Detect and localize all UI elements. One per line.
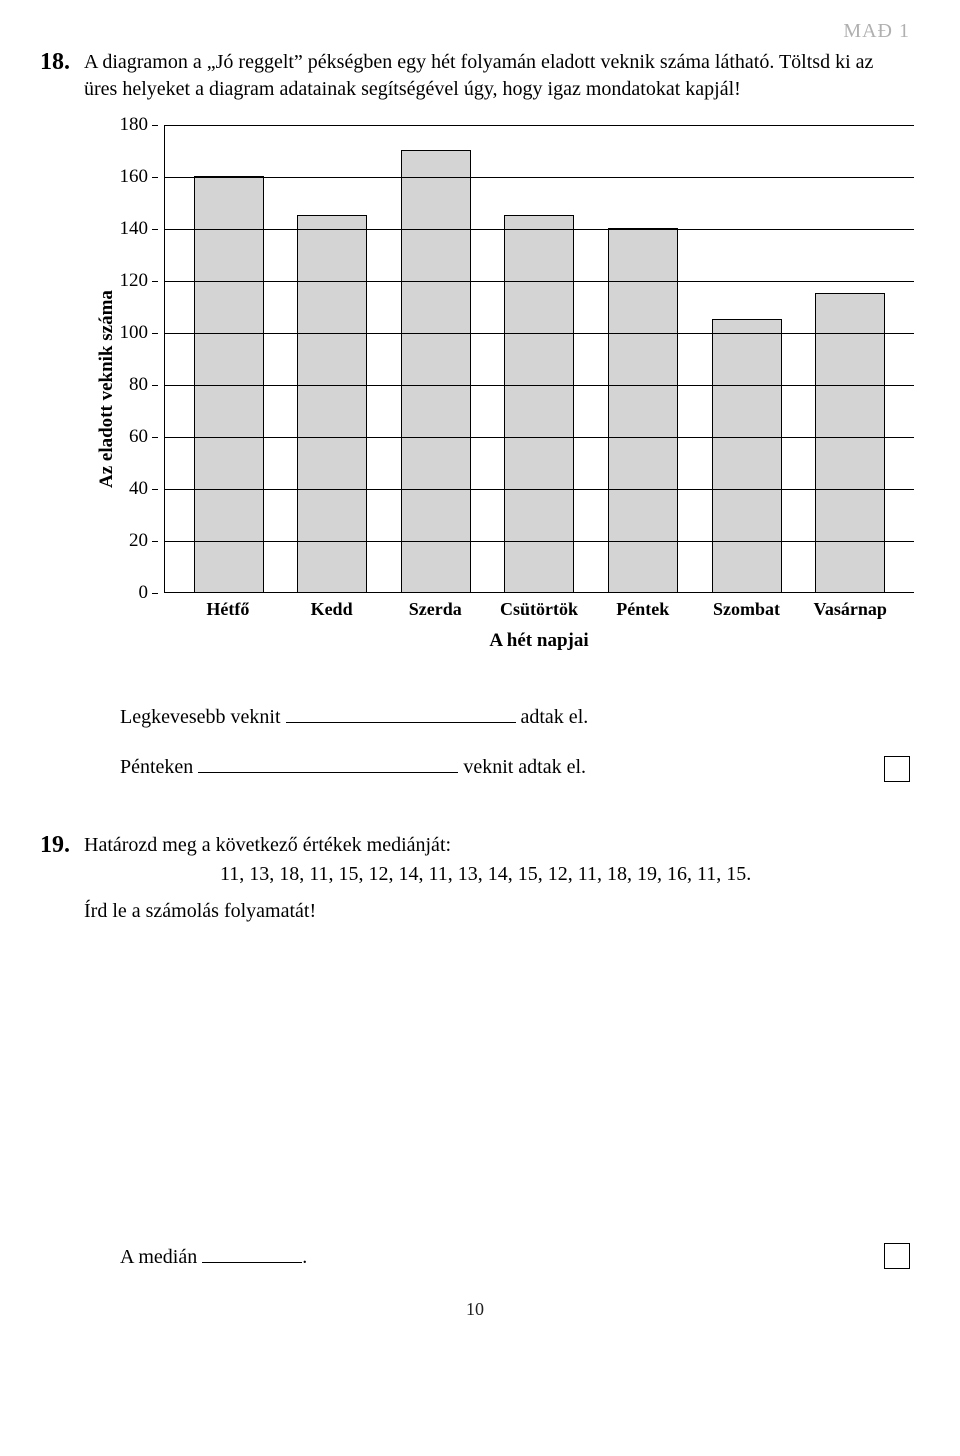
chart-gridline [165, 541, 914, 542]
bar-chart: Az eladott veknik száma 0 20 40 60 80 100 120 1… [90, 125, 910, 652]
q18-blank-2[interactable] [198, 772, 458, 773]
chart-gridline [165, 437, 914, 438]
chart-gridline [165, 385, 914, 386]
chart-bar [297, 215, 367, 592]
chart-ytick: 40 [129, 478, 158, 500]
chart-xlabel-item: Péntek [591, 599, 695, 620]
q18-fill1-post: adtak el. [516, 706, 589, 728]
chart-gridline [165, 333, 914, 334]
q19-values: 11, 13, 18, 11, 15, 12, 14, 11, 13, 14, … [220, 863, 910, 886]
chart-xlabels: HétfőKeddSzerdaCsütörtökPéntekSzombatVas… [164, 593, 914, 620]
q19-score-box[interactable] [884, 1243, 910, 1269]
q19-answer-pre: A medián [120, 1246, 202, 1268]
q18-fill2-pre: Pénteken [120, 756, 198, 778]
page-number: 10 [40, 1299, 910, 1320]
chart-ytick: 0 [139, 582, 159, 604]
q18-fill2-post: veknit adtak el. [458, 756, 586, 778]
chart-bar [608, 228, 678, 592]
chart-gridline [165, 177, 914, 178]
q18-fill1-pre: Legkevesebb veknit [120, 706, 286, 728]
q19-answer-line: A medián . [120, 1246, 307, 1269]
chart-xlabel-item: Szerda [383, 599, 487, 620]
q19-answer-post: . [302, 1246, 307, 1268]
chart-ytick: 180 [120, 114, 159, 136]
q18-fillin-1: Legkevesebb veknit adtak el. [120, 692, 910, 742]
chart-ytick: 20 [129, 530, 158, 552]
question-18: 18. A diagramon a „Jó reggelt” pékségben… [40, 49, 910, 782]
q18-number: 18. [40, 49, 84, 76]
chart-xlabel-item: Kedd [280, 599, 384, 620]
chart-xlabel-item: Hétfő [176, 599, 280, 620]
chart-plot-area [164, 125, 914, 593]
q19-number: 19. [40, 832, 84, 859]
chart-gridline [165, 229, 914, 230]
chart-bar [815, 293, 885, 592]
chart-ytick: 60 [129, 426, 158, 448]
q19-text: Határozd meg a következő értékek mediánj… [84, 832, 910, 859]
chart-yticks: 020406080100120140160180 [118, 125, 164, 593]
chart-bars [165, 125, 914, 592]
chart-ylabel: Az eladott veknik száma [90, 209, 118, 569]
chart-gridline [165, 125, 914, 126]
chart-gridline [165, 489, 914, 490]
q19-instruction: Írd le a számolás folyamatát! [84, 900, 910, 923]
chart-xlabel: A hét napjai [164, 630, 914, 652]
q19-blank-median[interactable] [202, 1262, 302, 1263]
chart-xlabel-item: Csütörtök [487, 599, 591, 620]
chart-bar [194, 176, 264, 592]
chart-gridline [165, 281, 914, 282]
q18-blank-1[interactable] [286, 722, 516, 723]
chart-ytick: 100 [120, 322, 159, 344]
chart-bar [712, 319, 782, 592]
q18-text: A diagramon a „Jó reggelt” pékségben egy… [84, 49, 910, 103]
chart-ytick: 160 [120, 166, 159, 188]
chart-bar [504, 215, 574, 592]
q18-text-line1: A diagramon a „Jó reggelt” pékségben egy… [84, 51, 774, 73]
question-19: 19. Határozd meg a következő értékek med… [40, 832, 910, 1269]
chart-bar [401, 150, 471, 592]
chart-xlabel-item: Szombat [695, 599, 799, 620]
chart-xlabel-item: Vasárnap [798, 599, 902, 620]
chart-ytick: 80 [129, 374, 158, 396]
q18-score-box[interactable] [884, 756, 910, 782]
chart-ytick: 140 [120, 218, 159, 240]
page-header-tag: MAĐ 1 [40, 20, 910, 43]
chart-ytick: 120 [120, 270, 159, 292]
